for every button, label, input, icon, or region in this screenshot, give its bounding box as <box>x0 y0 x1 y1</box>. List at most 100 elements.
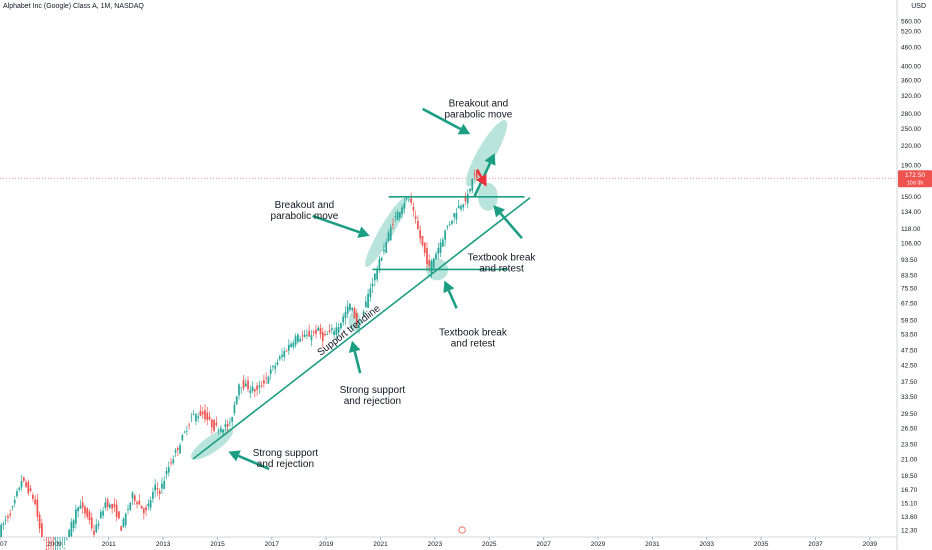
candle-body <box>179 445 181 454</box>
candle-body <box>84 506 86 514</box>
candle-body <box>176 447 179 451</box>
candle-body <box>127 509 129 510</box>
candle-body <box>120 526 123 531</box>
candle-body <box>43 539 46 541</box>
candle-body <box>403 203 406 209</box>
candle-body <box>396 212 399 220</box>
candle-body <box>222 429 224 433</box>
annotation-text: and rejection <box>344 396 401 407</box>
x-tick-label: 2037 <box>808 541 823 548</box>
y-tick-label: 460.00 <box>901 45 921 52</box>
highlight-ellipse <box>365 197 407 268</box>
currency-label[interactable]: USD <box>911 3 926 10</box>
y-tick-label: 23.50 <box>901 441 918 448</box>
candle-body <box>38 514 41 529</box>
y-tick-label: 33.50 <box>901 394 918 401</box>
candle-body <box>213 419 215 431</box>
candle-body <box>437 247 440 254</box>
candle-body <box>165 471 168 475</box>
candle-body <box>99 511 102 518</box>
candle-body <box>88 511 91 521</box>
candle-body <box>111 504 113 509</box>
candle-body <box>172 459 175 464</box>
annotation-text: parabolic move <box>271 211 339 222</box>
candle-body <box>306 334 308 336</box>
candle-body <box>163 480 166 489</box>
y-tick-label: 93.50 <box>901 257 918 264</box>
candle-body <box>335 327 338 335</box>
candle-body <box>387 232 390 242</box>
candle-body <box>79 505 82 509</box>
candle-body <box>174 450 177 453</box>
candle-body <box>272 366 274 368</box>
candle-body <box>324 333 326 336</box>
arrow-2-head <box>357 226 370 238</box>
candle-body <box>72 520 75 529</box>
candle-body <box>267 376 270 384</box>
annotation-text: Breakout and <box>275 200 335 211</box>
candle-body <box>360 322 363 324</box>
candle-body <box>70 522 73 537</box>
candle-body <box>233 404 236 414</box>
candle-body <box>11 506 14 508</box>
candle-body <box>353 308 356 319</box>
arrow-red-head <box>475 174 487 187</box>
candle-body <box>152 491 154 499</box>
candle-body <box>36 499 39 517</box>
candle-body <box>312 331 315 333</box>
y-tick-label: 190.00 <box>901 163 921 170</box>
candle-body <box>349 303 351 310</box>
candle-body <box>444 230 446 240</box>
candle-body <box>20 481 23 488</box>
y-tick-label: 18.50 <box>901 473 918 480</box>
candle-body <box>283 350 286 358</box>
candle-body <box>285 350 288 352</box>
candle-body <box>75 509 77 524</box>
y-tick-label: 520.00 <box>901 28 921 35</box>
x-tick-label: 2029 <box>591 541 606 548</box>
candle-body <box>113 504 116 508</box>
chart-title: Alphabet Inc (Google) Class A, 1M, NASDA… <box>3 3 144 10</box>
candle-body <box>441 239 444 247</box>
candle-body <box>405 197 408 200</box>
candle-body <box>321 332 324 342</box>
candle-body <box>108 504 111 508</box>
y-tick-label: 400.00 <box>901 63 921 70</box>
y-tick-label: 118.00 <box>901 226 921 233</box>
x-tick-label: 2007 <box>0 541 8 548</box>
candle-body <box>367 293 369 308</box>
candle-body <box>269 369 272 374</box>
y-tick-label: 560.00 <box>901 18 921 25</box>
trendline-label: Support trendline <box>316 303 383 359</box>
y-tick-label: 59.50 <box>901 317 918 324</box>
candle-body <box>281 354 283 357</box>
candle-body <box>90 517 93 529</box>
candle-body <box>308 330 311 337</box>
candle-body <box>204 410 206 420</box>
y-tick-label: 67.50 <box>901 301 918 308</box>
y-tick-label: 75.50 <box>901 286 918 293</box>
candle-body <box>240 387 243 389</box>
candle-body <box>251 386 254 392</box>
candle-body <box>201 411 204 415</box>
candle-body <box>344 312 347 319</box>
candle-body <box>16 491 18 497</box>
candle-body <box>226 423 229 427</box>
candle-body <box>247 380 249 390</box>
candle-body <box>18 487 21 490</box>
candle-body <box>95 524 98 533</box>
candle-body <box>41 523 43 537</box>
candle-body <box>138 500 141 505</box>
x-tick-label: 2017 <box>265 541 280 548</box>
candle-body <box>410 198 412 203</box>
candle-body <box>301 335 304 337</box>
candle-body <box>471 179 474 191</box>
candle-body <box>65 539 68 541</box>
candle-body <box>462 204 465 208</box>
candle-body <box>421 235 424 245</box>
arrow-2 <box>312 214 360 234</box>
arrow-7-head <box>228 450 241 462</box>
candle-body <box>25 482 27 487</box>
candle-body <box>197 416 200 419</box>
